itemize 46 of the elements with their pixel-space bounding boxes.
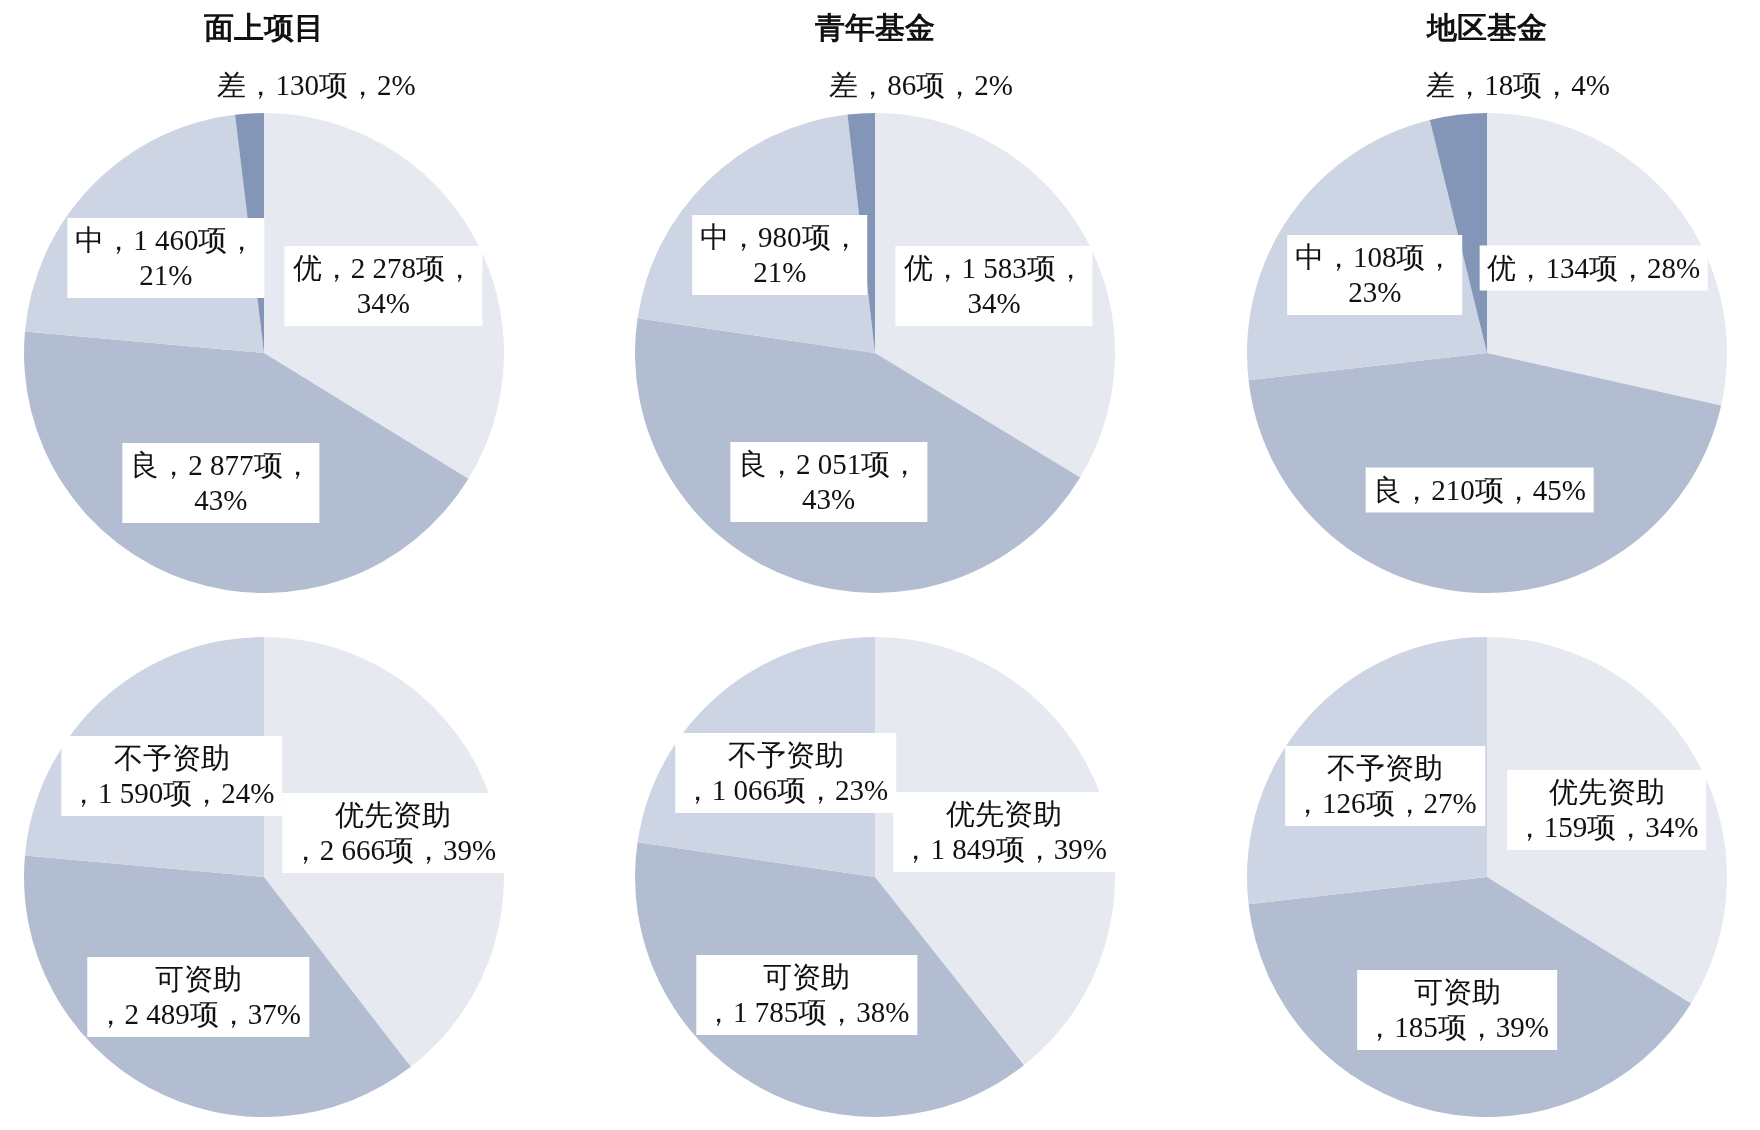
- data-label: ，185项，39%: [1365, 1011, 1549, 1044]
- chart-title: 面上项目: [203, 10, 325, 46]
- data-label: ，126项，27%: [1293, 786, 1477, 819]
- slice-label: 不予资助: [727, 739, 844, 772]
- data-label: ，130项，2%: [246, 68, 416, 101]
- data-label: ，86项，2%: [858, 68, 1013, 101]
- data-label: ，210项，45%: [1402, 473, 1587, 506]
- data-label: ，108项， 23%: [1323, 240, 1455, 308]
- data-label: ，1 066项，23%: [682, 774, 889, 807]
- slice-label: 不予资助: [1326, 751, 1443, 784]
- slice-label: 中: [75, 223, 105, 256]
- pie-slice: [1429, 113, 1487, 353]
- slice-label: 中: [1294, 240, 1324, 273]
- slice-label: 差: [829, 68, 859, 101]
- data-label: ，980项， 21%: [729, 220, 860, 288]
- data-label: ，18项，4%: [1455, 68, 1610, 101]
- data-label: ，2 877项， 43%: [159, 448, 312, 516]
- slice-label: 差: [1426, 68, 1456, 101]
- slice-label: 优先资助: [335, 798, 452, 831]
- slice-label: 优: [903, 251, 933, 284]
- data-label: ，1 460项， 21%: [104, 223, 257, 291]
- data-label: ，1 590项，24%: [68, 777, 275, 810]
- slice-label: 优: [292, 252, 322, 285]
- data-label: ，1 583项， 34%: [932, 251, 1085, 319]
- data-label: ，134项，28%: [1516, 251, 1701, 283]
- slice-label: 可资助: [1413, 976, 1501, 1009]
- chart-title: 地区基金: [1425, 10, 1548, 46]
- slice-label: 中: [700, 220, 730, 253]
- slice-label: 不予资助: [113, 742, 230, 775]
- data-label: ，2 489项，37%: [95, 997, 301, 1030]
- data-label: ，1 785项，38%: [703, 996, 910, 1029]
- slice-label: 差: [217, 68, 247, 101]
- slice-label: 可资助: [763, 961, 851, 994]
- slice-label: 良: [1373, 473, 1403, 506]
- data-label: ，159项，34%: [1514, 811, 1699, 844]
- slice-label: 优先资助: [946, 798, 1063, 831]
- slice-label: 良: [738, 447, 768, 480]
- data-label: ，2 666项，39%: [290, 833, 497, 866]
- slice-label: 优先资助: [1548, 776, 1665, 809]
- slice-label: 可资助: [154, 962, 242, 995]
- data-label: ，2 278项， 34%: [321, 252, 475, 320]
- data-label: ，1 849项，39%: [901, 833, 1107, 866]
- data-label: ，2 051项， 43%: [767, 447, 920, 515]
- slice-label: 良: [130, 448, 160, 481]
- chart-title: 青年基金: [814, 10, 936, 46]
- slice-label: 优: [1487, 251, 1517, 283]
